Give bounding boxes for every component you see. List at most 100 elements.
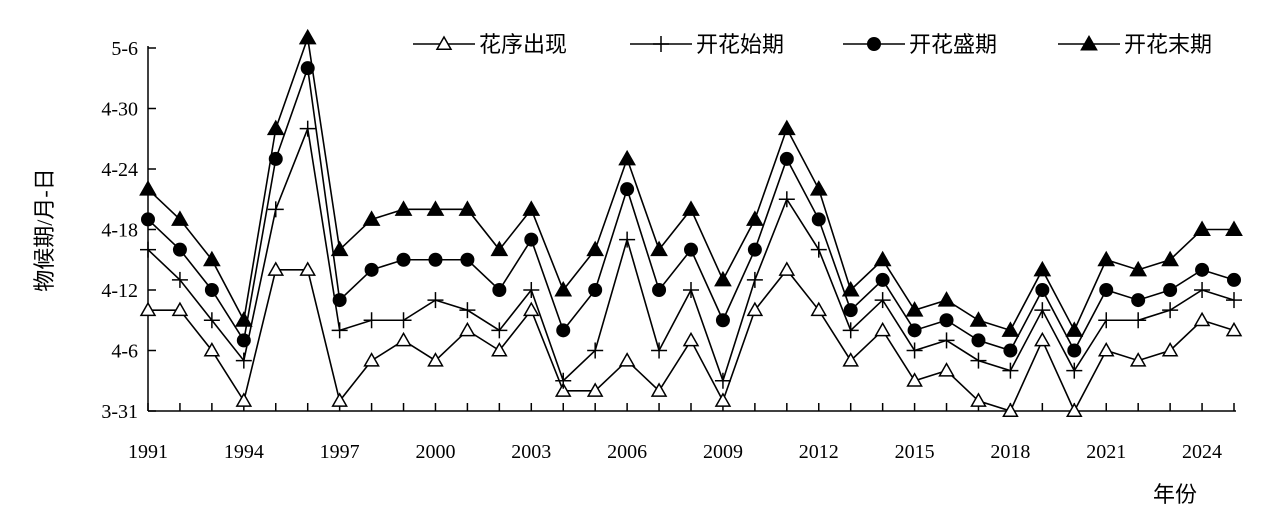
data-point: [810, 301, 828, 317]
data-point: [523, 282, 540, 298]
data-point: [1225, 220, 1243, 236]
data-point: [299, 120, 316, 137]
data-point: [203, 312, 220, 329]
data-point: [491, 322, 508, 339]
x-tick-label: 2000: [415, 441, 455, 463]
data-point: [266, 119, 285, 136]
y-tick-label: 4-24: [101, 159, 138, 181]
data-point: [1163, 283, 1178, 297]
data-point: [907, 323, 922, 338]
data-point: [779, 151, 794, 166]
y-axis-title: 物候期/月-日: [32, 168, 57, 291]
x-tick-label: 2009: [703, 441, 743, 463]
data-point: [490, 240, 509, 257]
data-point: [1002, 402, 1019, 417]
data-point: [203, 341, 221, 357]
data-point: [1227, 272, 1241, 287]
data-point: [1034, 302, 1051, 319]
x-tick-label: 2018: [990, 441, 1030, 463]
data-point: [618, 352, 636, 367]
data-point: [1098, 312, 1115, 329]
data-point: [554, 280, 573, 297]
x-tick-label: 2015: [895, 441, 935, 463]
data-point: [363, 312, 380, 329]
data-point: [938, 362, 955, 377]
data-point: [650, 382, 668, 397]
data-point: [1067, 343, 1082, 358]
legend-marker: [653, 36, 669, 52]
x-axis-title: 年份: [1153, 482, 1197, 507]
data-point: [524, 232, 539, 247]
data-point: [268, 151, 283, 166]
y-tick-label: 5-6: [111, 38, 138, 60]
data-point: [1225, 321, 1243, 337]
data-point: [1162, 302, 1179, 319]
data-point: [139, 180, 157, 196]
data-point: [172, 242, 187, 257]
data-point: [841, 280, 860, 297]
legend-item: 开花末期: [1058, 32, 1212, 57]
data-point: [1097, 341, 1115, 357]
data-point: [1065, 321, 1084, 337]
data-point: [236, 333, 251, 348]
data-point: [1161, 341, 1179, 357]
data-point: [459, 302, 476, 319]
legend-item: 花序出现: [413, 32, 567, 57]
data-point: [587, 342, 604, 359]
data-point: [810, 241, 827, 258]
legend-label: 开花末期: [1124, 32, 1212, 57]
data-point: [428, 252, 443, 267]
data-point: [1131, 293, 1146, 308]
data-point: [874, 292, 891, 309]
data-point: [843, 303, 858, 318]
data-point: [842, 322, 859, 339]
data-point: [746, 210, 764, 226]
data-point: [267, 201, 284, 218]
data-point: [426, 200, 445, 216]
data-point: [395, 331, 412, 347]
legend-item: 开花盛期: [843, 32, 997, 57]
x-tick-label: 2024: [1182, 441, 1222, 463]
data-point: [267, 261, 285, 276]
data-point: [556, 323, 571, 338]
data-point: [330, 240, 349, 257]
y-tick-label: 4-6: [111, 341, 138, 363]
data-point: [363, 352, 380, 367]
data-point: [1099, 283, 1114, 297]
series-2: [140, 120, 1242, 389]
data-point: [492, 283, 507, 297]
data-point: [1194, 282, 1211, 298]
data-point: [746, 301, 764, 317]
data-point: [1097, 250, 1116, 267]
legend-label: 开花始期: [696, 32, 784, 57]
y-tick-label: 4-18: [101, 220, 138, 242]
data-point: [1195, 262, 1210, 277]
data-point: [522, 200, 541, 216]
data-point: [970, 352, 987, 369]
y-tick-label: 4-30: [101, 99, 138, 121]
data-point: [620, 182, 635, 197]
legend: 花序出现 开花始期 开花盛期 开花末期: [413, 32, 1212, 57]
data-point: [588, 283, 603, 297]
data-point: [650, 240, 668, 257]
x-tick-label: 1991: [128, 441, 168, 463]
x-tick-label: 2021: [1086, 441, 1126, 463]
data-point: [139, 301, 157, 317]
data-point: [875, 272, 890, 287]
data-point: [1193, 311, 1211, 327]
data-point: [778, 191, 795, 208]
data-point: [714, 270, 732, 287]
data-point: [364, 262, 379, 277]
data-point: [619, 231, 636, 248]
data-point: [362, 210, 381, 226]
data-point: [873, 250, 892, 267]
data-point: [1034, 331, 1051, 347]
x-tick-label: 2012: [799, 441, 839, 463]
data-point: [554, 382, 572, 397]
data-point: [331, 322, 348, 339]
data-point: [777, 119, 796, 136]
series-3: [141, 61, 1241, 358]
data-point: [683, 282, 699, 298]
data-point: [1003, 343, 1018, 358]
